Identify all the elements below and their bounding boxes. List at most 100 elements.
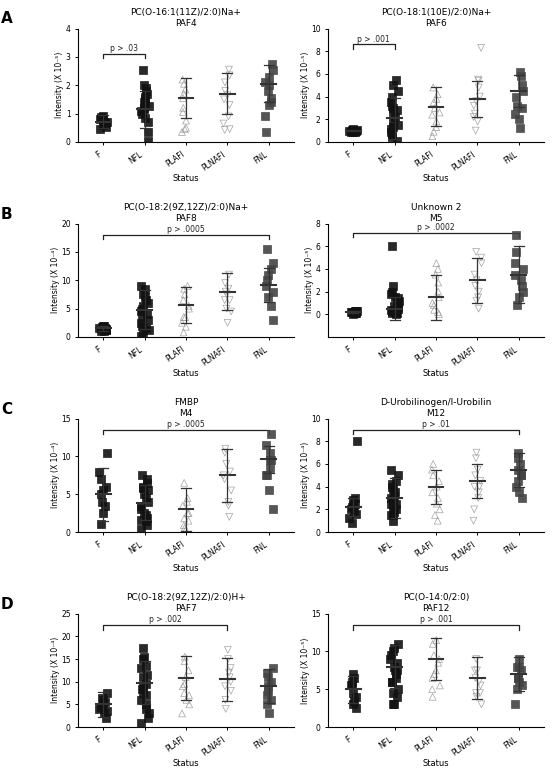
Point xyxy=(428,638,437,650)
Point xyxy=(517,469,526,482)
X-axis label: Status: Status xyxy=(423,563,449,573)
Point xyxy=(349,494,358,507)
Point xyxy=(264,684,273,697)
Point xyxy=(226,675,235,688)
Point xyxy=(474,74,482,86)
Point xyxy=(142,519,151,532)
Point xyxy=(220,76,229,88)
Point xyxy=(101,712,110,724)
Point xyxy=(394,293,402,305)
Point xyxy=(388,131,396,144)
Point xyxy=(136,317,145,329)
Point xyxy=(97,691,106,704)
Point xyxy=(222,288,231,300)
Text: D: D xyxy=(1,597,13,611)
Point xyxy=(429,649,438,661)
Point xyxy=(344,125,353,137)
Point xyxy=(225,123,234,135)
Point xyxy=(388,240,397,252)
Point xyxy=(180,282,189,295)
Y-axis label: Intensity (X 10⁻⁴): Intensity (X 10⁻⁴) xyxy=(51,442,60,508)
Point xyxy=(511,257,520,269)
Point xyxy=(428,486,437,498)
Point xyxy=(389,121,398,133)
Point xyxy=(390,490,399,502)
Point xyxy=(469,514,478,527)
Point xyxy=(469,99,478,112)
Point xyxy=(470,480,479,493)
Point xyxy=(100,707,109,719)
Point xyxy=(141,660,150,672)
Point xyxy=(517,274,526,286)
Point xyxy=(351,125,360,137)
Point xyxy=(515,653,524,665)
Point xyxy=(394,294,403,307)
Point xyxy=(349,126,358,138)
Point xyxy=(349,124,358,137)
Point xyxy=(517,79,526,92)
Point xyxy=(513,446,522,459)
Point xyxy=(141,509,150,521)
Point xyxy=(224,282,233,295)
Point xyxy=(96,324,105,337)
Point xyxy=(140,650,148,663)
Point xyxy=(136,499,145,511)
Text: p > .001: p > .001 xyxy=(420,615,452,625)
Point xyxy=(143,512,152,525)
Point xyxy=(140,99,149,111)
Point xyxy=(263,680,272,692)
Point xyxy=(183,279,192,292)
Point xyxy=(434,308,443,320)
Point xyxy=(184,507,193,519)
Point xyxy=(511,107,519,120)
Point xyxy=(136,523,145,535)
Point xyxy=(138,680,147,692)
Point xyxy=(432,257,440,269)
Point xyxy=(225,667,233,679)
Point xyxy=(140,291,149,303)
Point xyxy=(137,469,146,482)
Point xyxy=(514,672,523,684)
Point xyxy=(428,463,437,476)
Point xyxy=(264,79,273,92)
Point xyxy=(223,89,232,102)
Point xyxy=(388,480,396,493)
Point xyxy=(434,291,443,303)
Point xyxy=(471,687,480,699)
Point xyxy=(219,117,228,130)
Point xyxy=(518,279,527,292)
Point xyxy=(428,296,437,309)
Point xyxy=(475,480,484,493)
Point xyxy=(262,126,270,138)
Point xyxy=(183,492,192,504)
Text: B: B xyxy=(1,206,13,221)
Point xyxy=(182,115,190,127)
Point xyxy=(389,483,397,495)
Point xyxy=(434,276,443,289)
Point xyxy=(227,484,236,497)
Text: p > .01: p > .01 xyxy=(422,421,450,429)
Point xyxy=(348,517,357,529)
Point xyxy=(515,675,524,688)
Point xyxy=(139,653,147,665)
Y-axis label: Intensity (X 10⁻⁴): Intensity (X 10⁻⁴) xyxy=(301,442,310,508)
Y-axis label: Intensity (X 10⁻⁴): Intensity (X 10⁻⁴) xyxy=(51,637,60,704)
Point xyxy=(387,303,396,316)
Point xyxy=(432,497,441,510)
Point xyxy=(351,307,360,320)
Point xyxy=(349,672,358,684)
Point xyxy=(432,480,441,493)
X-axis label: Status: Status xyxy=(423,174,449,182)
Point xyxy=(514,113,523,126)
Point xyxy=(473,463,482,476)
Point xyxy=(144,496,153,508)
Point xyxy=(389,300,398,313)
Point xyxy=(136,305,145,317)
Point xyxy=(476,679,485,691)
Point xyxy=(267,263,275,275)
Text: p > .0002: p > .0002 xyxy=(417,223,455,232)
Point xyxy=(516,469,525,482)
Point xyxy=(141,90,150,102)
Point xyxy=(178,74,187,86)
Point xyxy=(394,683,402,695)
